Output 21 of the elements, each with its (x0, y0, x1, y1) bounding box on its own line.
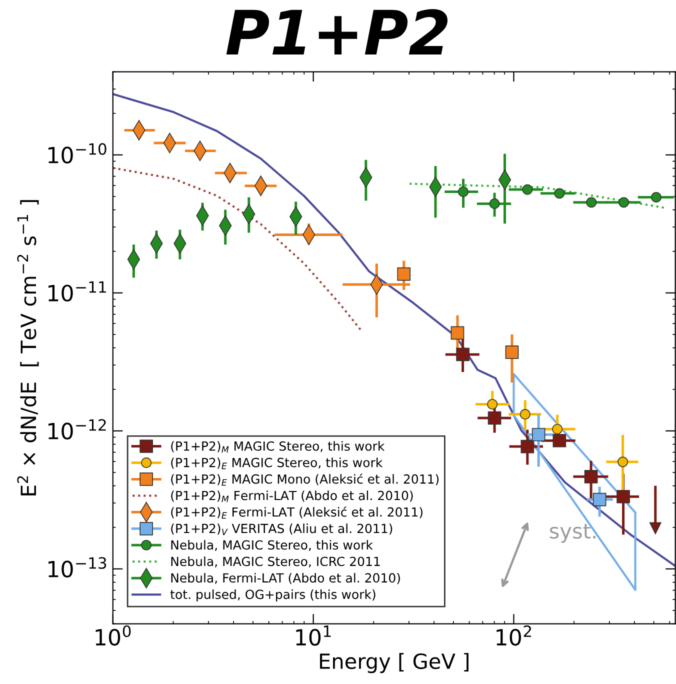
chart-title: P1+P2 (226, 9, 448, 54)
y-axis-title: E$^{2}$ × dN/dE [ TeV cm$^{−2}$ s$^{−1}$ ] (17, 200, 39, 496)
x-axis-title: Energy [ GeV ] (320, 652, 468, 674)
y-tick-label: 10$^{−11}$ (48, 281, 106, 302)
annotation: syst. (550, 524, 596, 543)
legend-label: Nebula, MAGIC Stereo, this work (171, 540, 373, 551)
y-tick-label: 10$^{−10}$ (48, 143, 106, 164)
legend-label: (P1+P2)$_{M}$ Fermi-LAT (Abdo et al. 2010) (171, 490, 413, 502)
y-tick-label: 10$^{−12}$ (48, 419, 106, 440)
x-tick-label: 10$^{1}$ (296, 626, 331, 646)
legend-label: tot. pulsed, OG+pairs (this work) (170, 589, 376, 602)
legend-label: (P1+P2)$_{E}$ MAGIC Mono (Aleksić et al. 2011) (171, 474, 439, 486)
x-tick-label: 10$^{0}$ (96, 625, 131, 646)
y-tick-label: 10$^{−13}$ (48, 557, 106, 578)
legend-label: Nebula, MAGIC Stereo, ICRC 2011 (171, 556, 380, 568)
legend-label: Nebula, Fermi-LAT (Abdo et al. 2010) (171, 572, 400, 584)
legend-label: (P1+P2)$_{V}$ VERITAS (Aliu et al. 2011) (171, 524, 392, 536)
legend-label: (P1+P2)$_{E}$ MAGIC Stereo, this work (171, 458, 383, 470)
legend-label: (P1+P2)$_{M}$ MAGIC Stereo, this work (171, 441, 385, 453)
legend-label: (P1+P2)$_{E}$ Fermi-LAT (Aleksić et al. 2011) (171, 506, 422, 519)
x-tick-label: 10$^{2}$ (496, 625, 532, 646)
